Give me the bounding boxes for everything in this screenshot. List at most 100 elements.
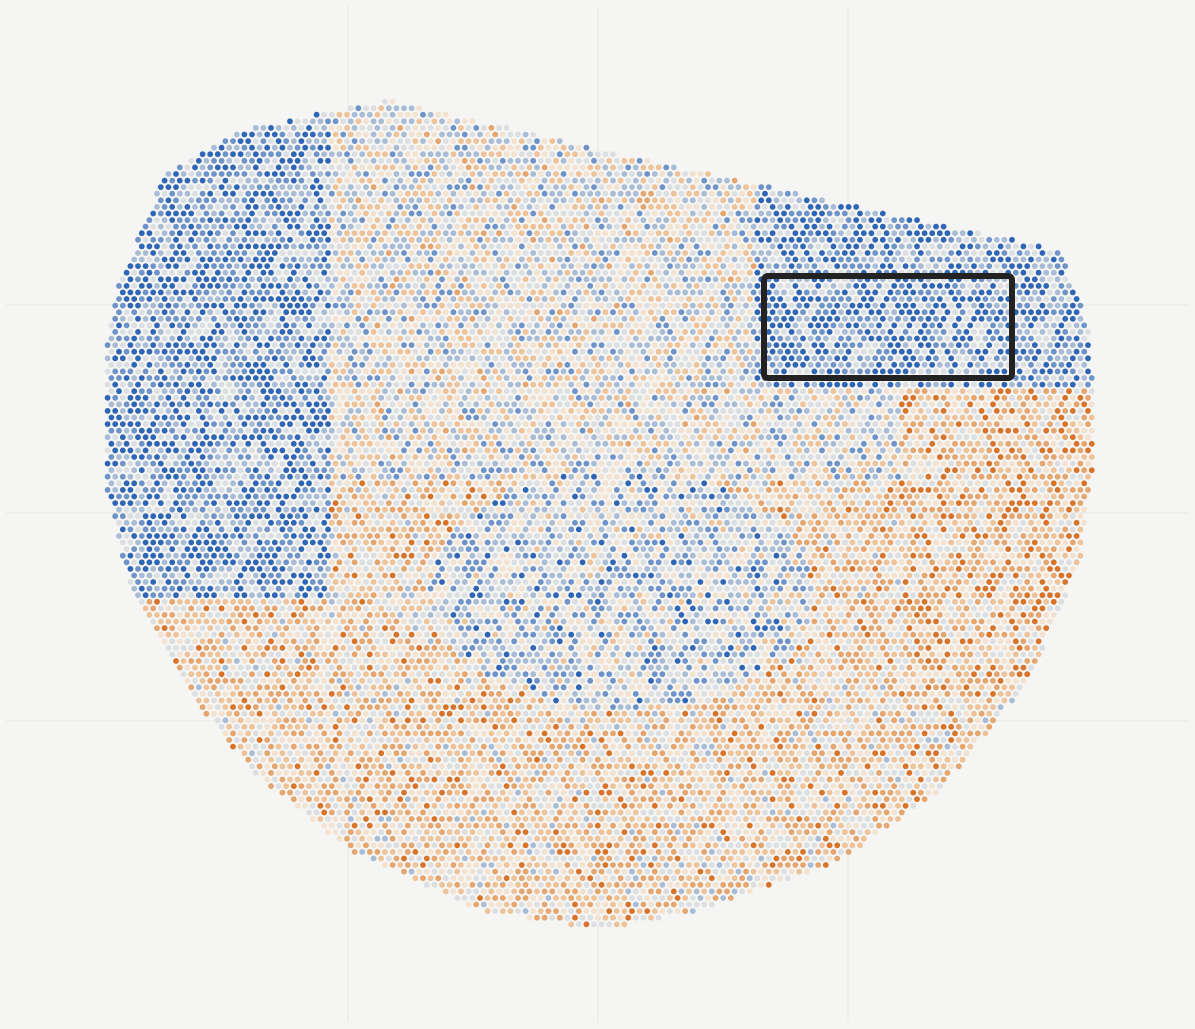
dot xyxy=(845,243,852,250)
dot xyxy=(518,243,525,250)
dot xyxy=(1077,408,1084,414)
dot xyxy=(302,329,309,335)
dot xyxy=(260,243,267,250)
dot xyxy=(423,157,430,164)
dot xyxy=(720,315,727,322)
dot xyxy=(754,322,761,329)
dot xyxy=(321,111,328,118)
dot xyxy=(621,408,628,414)
dot xyxy=(560,315,567,322)
dot xyxy=(499,131,506,138)
dot xyxy=(1024,289,1031,296)
dot xyxy=(332,315,339,322)
dot xyxy=(583,276,590,283)
dot xyxy=(188,421,195,427)
dot xyxy=(397,401,404,408)
dot xyxy=(849,329,856,335)
dot xyxy=(963,355,970,362)
dot xyxy=(705,171,711,177)
dot xyxy=(686,177,692,184)
dot xyxy=(621,250,628,256)
dot xyxy=(902,236,909,243)
dot xyxy=(898,230,905,237)
dot xyxy=(754,348,761,355)
dot xyxy=(686,204,692,210)
dot xyxy=(420,361,426,368)
dot xyxy=(883,361,890,368)
dot xyxy=(511,309,518,316)
dot xyxy=(469,421,476,427)
dot xyxy=(952,414,958,421)
dot xyxy=(138,375,145,381)
dot xyxy=(583,421,590,427)
dot xyxy=(841,381,848,388)
dot xyxy=(256,355,263,362)
dot xyxy=(446,118,453,125)
dot xyxy=(667,408,673,414)
dot xyxy=(207,401,214,408)
dot xyxy=(712,223,719,230)
dot xyxy=(256,381,263,388)
dot xyxy=(435,414,442,421)
dot xyxy=(169,375,176,381)
dot xyxy=(344,111,350,118)
dot xyxy=(412,111,419,118)
dot xyxy=(754,230,761,237)
dot xyxy=(439,276,445,283)
dot xyxy=(192,401,198,408)
dot xyxy=(393,144,400,151)
dot xyxy=(355,368,362,375)
dot xyxy=(579,217,586,224)
dot xyxy=(1039,355,1046,362)
dot xyxy=(537,210,544,217)
dot xyxy=(632,190,639,197)
dot xyxy=(218,342,225,348)
dot xyxy=(610,256,616,263)
dot xyxy=(309,210,316,217)
dot xyxy=(431,236,438,243)
dot xyxy=(625,204,632,210)
dot xyxy=(496,125,502,131)
dot xyxy=(598,171,605,177)
dot xyxy=(974,388,981,395)
dot xyxy=(731,309,738,316)
dot xyxy=(245,204,252,210)
dot xyxy=(275,217,282,224)
dot xyxy=(746,269,753,276)
dot xyxy=(268,388,274,395)
dot xyxy=(119,421,126,427)
dot xyxy=(233,263,240,269)
dot xyxy=(762,217,768,224)
dot xyxy=(135,263,141,269)
dot xyxy=(952,322,958,329)
dot xyxy=(199,348,206,355)
dot xyxy=(602,335,609,342)
dot xyxy=(108,401,115,408)
dot xyxy=(511,335,518,342)
dot xyxy=(340,368,347,375)
dot xyxy=(663,361,670,368)
dot xyxy=(610,361,616,368)
dot xyxy=(526,296,533,302)
dot xyxy=(336,375,343,381)
dot xyxy=(1047,355,1053,362)
dot xyxy=(701,401,708,408)
dot xyxy=(948,342,955,348)
dot xyxy=(416,408,423,414)
dot xyxy=(955,302,962,309)
dot xyxy=(180,263,187,269)
dot xyxy=(553,315,559,322)
dot xyxy=(1058,309,1065,316)
dot xyxy=(701,309,708,316)
dot xyxy=(610,296,616,302)
dot xyxy=(701,375,708,381)
dot xyxy=(606,394,613,401)
dot xyxy=(895,342,901,348)
dot xyxy=(446,250,453,256)
dot xyxy=(887,223,894,230)
dot xyxy=(180,250,187,256)
dot xyxy=(591,302,597,309)
dot xyxy=(731,296,738,302)
dot xyxy=(359,283,366,289)
dot xyxy=(1020,322,1027,329)
